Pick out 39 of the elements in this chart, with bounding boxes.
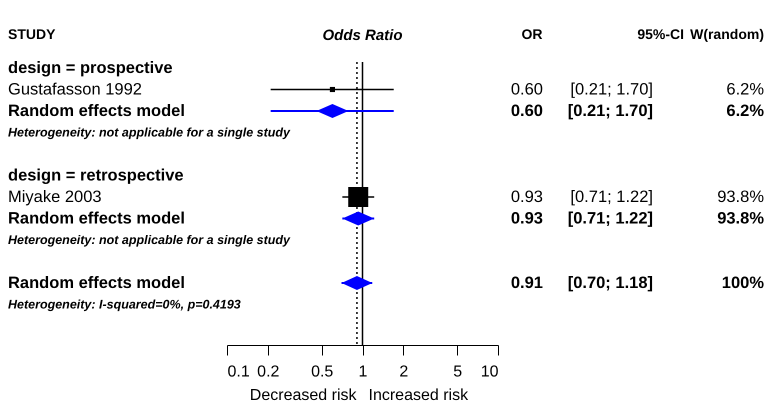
- y-tick-label: Random effects model: [8, 210, 185, 228]
- text: [0.70; 1.18]: [568, 274, 653, 292]
- y-tick-label: Heterogeneity: not applicable for a single study: [8, 126, 292, 140]
- text: [0.71; 1.22]: [570, 188, 653, 206]
- y-tick-label: Gustafasson 1992: [8, 80, 142, 98]
- text: 0.93: [510, 210, 543, 228]
- text: 100%: [722, 274, 764, 292]
- text: 0.93: [510, 188, 543, 206]
- text: 93.8%: [717, 210, 764, 228]
- text: 95%-CI: [637, 26, 684, 42]
- text: 0.91: [510, 274, 543, 292]
- text: 93.8%: [717, 188, 764, 206]
- text: [0.21; 1.70]: [568, 102, 653, 120]
- x-tick-label: 2: [399, 364, 408, 380]
- x-tick-label: 0.5: [311, 364, 334, 380]
- text: OR: [522, 26, 542, 42]
- text: 6.2%: [726, 102, 764, 120]
- y-axis-title: STUDY: [8, 26, 56, 42]
- text: 0.60: [510, 102, 543, 120]
- x-tick-label: 5: [453, 364, 462, 380]
- y-tick-label: Random effects model: [8, 102, 185, 120]
- y-tick-label: Heterogeneity: not applicable for a single study: [8, 233, 292, 247]
- x-tick-label: 1: [358, 364, 368, 380]
- chart-title: Odds Ratio: [322, 27, 403, 44]
- text: W(random): [690, 26, 764, 42]
- x-tick-label: 10: [480, 364, 499, 380]
- x-tick-label: 0.2: [257, 364, 280, 380]
- y-tick-label: design = retrospective: [8, 166, 184, 184]
- text: Decreased risk: [250, 387, 358, 404]
- text: Increased risk: [368, 387, 470, 404]
- text: 6.2%: [726, 80, 764, 98]
- text: 0.60: [510, 80, 543, 98]
- y-tick-label: Miyake 2003: [8, 188, 102, 206]
- y-tick-label: Random effects model: [8, 274, 185, 292]
- text: [0.71; 1.22]: [568, 210, 653, 228]
- y-tick-label: design = prospective: [8, 59, 173, 77]
- text: [0.21; 1.70]: [570, 80, 653, 98]
- y-tick-label: Heterogeneity: I-squared=0%, p=0.4193: [8, 298, 241, 312]
- x-tick-label: 0.1: [228, 364, 250, 380]
